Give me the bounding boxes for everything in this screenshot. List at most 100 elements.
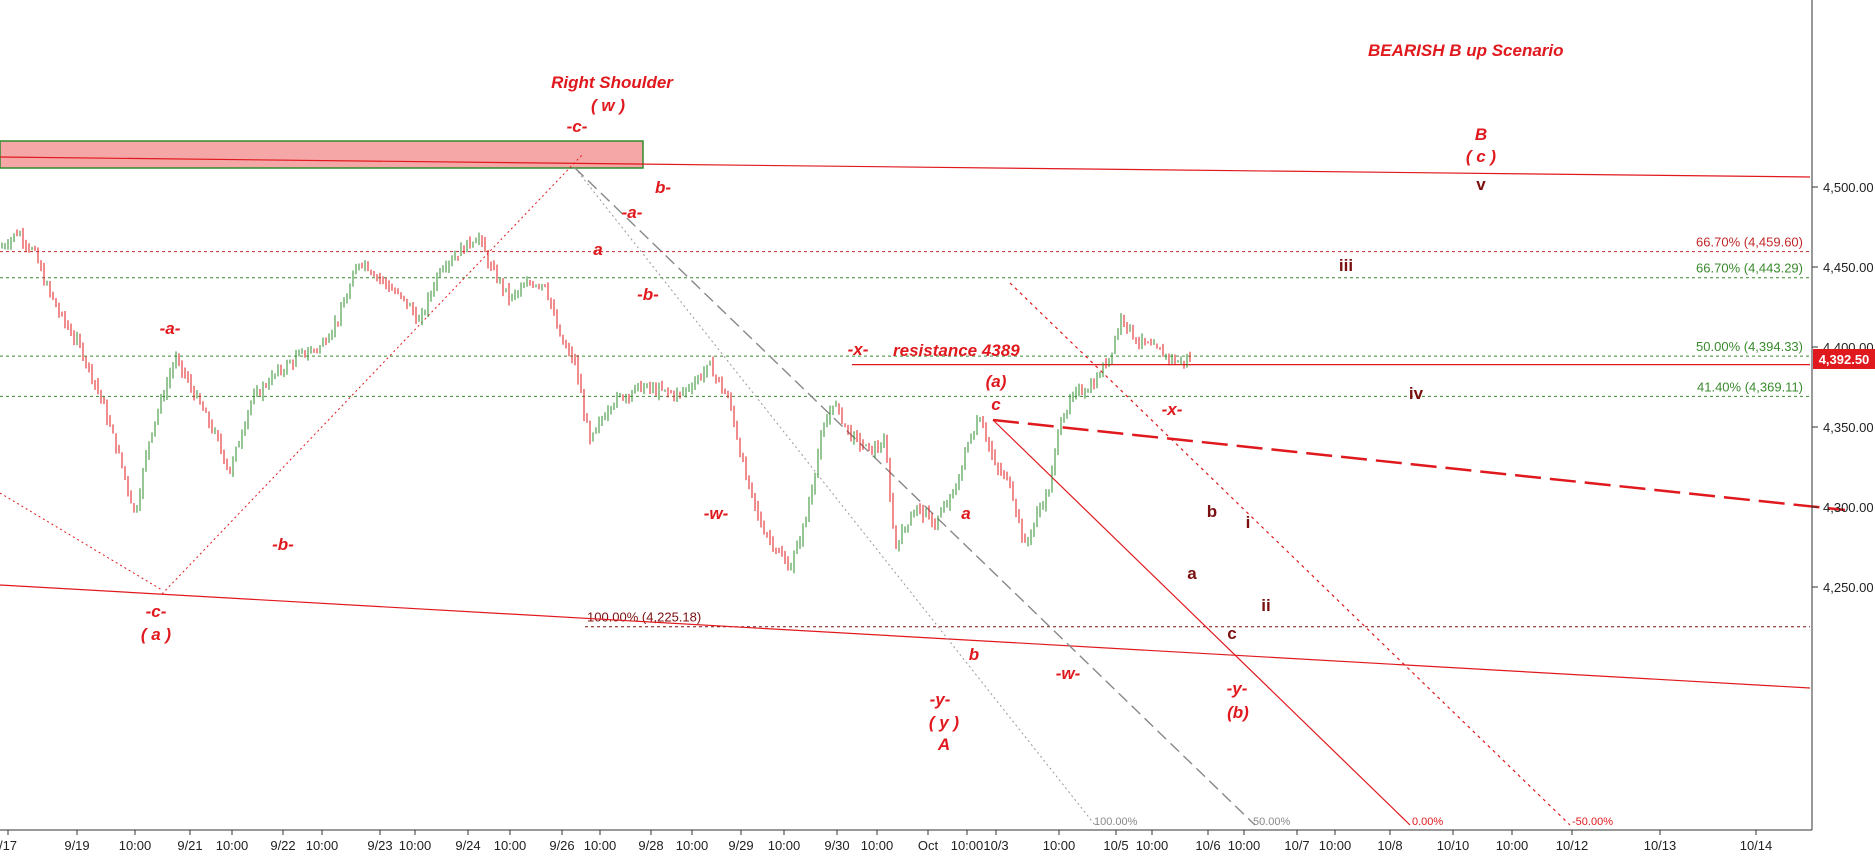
wave-label: ( c ) — [1466, 147, 1497, 166]
wave-label: -b- — [637, 285, 659, 304]
wave-label: iv — [1409, 384, 1424, 403]
wave-annotations: Right Shoulder( w )-c-b--a-a-b--a--b--c-… — [141, 73, 1497, 754]
x-tick-label: 10:00 — [399, 838, 432, 853]
wave-label: i — [1246, 513, 1251, 532]
y-tick-label: 4,500.00 — [1823, 180, 1874, 195]
x-tick-label: 9/30 — [824, 838, 849, 853]
wave-label: -y- — [1227, 679, 1248, 698]
wave-label: a — [1187, 564, 1197, 583]
x-tick-label: 10/12 — [1556, 838, 1589, 853]
x-tick-label: 10:00 — [768, 838, 801, 853]
x-tick-label: 9/22 — [270, 838, 295, 853]
x-tick-label: 10:00 — [1319, 838, 1352, 853]
wave-label: iii — [1339, 256, 1353, 275]
dashed-trendline — [992, 418, 1846, 512]
channel-pct-label: -50.00% — [1572, 816, 1613, 828]
x-tick-label: 10:00 — [951, 838, 984, 853]
x-tick-label: 10:00 — [1043, 838, 1076, 853]
x-tick-label: 10:00 — [119, 838, 152, 853]
wave-label: -x- — [848, 340, 869, 359]
x-tick-label: 9/26 — [549, 838, 574, 853]
channel-50 — [574, 167, 1256, 826]
x-tick-label: 10:00 — [1228, 838, 1261, 853]
x-tick-label: Oct — [918, 838, 939, 853]
wave-label: c — [991, 395, 1001, 414]
fib-level-label: 100.00% (4,225.18) — [587, 610, 701, 625]
x-tick-label: 10/10 — [1437, 838, 1470, 853]
wave-label: -a- — [622, 203, 643, 222]
x-tick-label: 10:00 — [216, 838, 249, 853]
fib-level-label: 66.70% (4,443.29) — [1696, 261, 1803, 276]
wave-label: -w- — [1056, 664, 1081, 683]
fib-levels: 66.70% (4,459.60) 66.70% (4,443.29) 50.00%… — [0, 235, 1810, 628]
wave-label: b — [1207, 502, 1217, 521]
x-tick-label: 10/5 — [1103, 838, 1128, 853]
last-price-label: 4,392.50 — [1819, 352, 1870, 367]
fib-level-label: 50.00% (4,394.33) — [1696, 339, 1803, 354]
wave-label: c — [1227, 624, 1236, 643]
wave-label: a — [961, 504, 970, 523]
x-tick-label: 10/6 — [1195, 838, 1220, 853]
x-tick-label: 10/8 — [1377, 838, 1402, 853]
wave-label: B — [1475, 125, 1487, 144]
y-tick-label: 4,300.00 — [1823, 500, 1874, 515]
wave-label: ii — [1261, 596, 1270, 615]
upper-trendline — [0, 156, 1811, 178]
x-tick-label: 10/13 — [1644, 838, 1677, 853]
channel-0 — [992, 419, 1411, 826]
y-tick-label: 4,350.00 — [1823, 420, 1874, 435]
last-price-marker: 4,392.50 — [1813, 349, 1875, 369]
x-tick-label: 9/29 — [728, 838, 753, 853]
x-tick-label: 10/7 — [1284, 838, 1309, 853]
x-tick-label: 10:00 — [1136, 838, 1169, 853]
x-tick-label: 10:00 — [584, 838, 617, 853]
resistance-label: resistance 4389 — [893, 341, 1020, 360]
wave-label: (a) — [986, 372, 1007, 391]
wave-label: A — [937, 735, 950, 754]
x-tick-label: 9/19 — [64, 838, 89, 853]
wave-label: -c- — [146, 602, 167, 621]
y-tick-label: 4,250.00 — [1823, 580, 1874, 595]
wave-label: (b) — [1227, 703, 1249, 722]
dotted-trend-a — [0, 492, 163, 591]
x-tick-label: /17 — [0, 838, 17, 853]
wave-label: -y- — [930, 690, 951, 709]
wave-label: ( y ) — [929, 713, 960, 732]
lower-trendline — [0, 584, 1811, 689]
last-price-box — [1813, 349, 1875, 369]
x-tick-label: 10/14 — [1740, 838, 1773, 853]
wave-label: Right Shoulder — [551, 73, 674, 92]
wave-label: -b- — [272, 535, 294, 554]
channel-pct-label: 0.00% — [1412, 816, 1443, 828]
x-tick-label: 9/24 — [455, 838, 480, 853]
channel-labels: 100.00% 50.00% 0.00% -50.00% — [1094, 816, 1613, 828]
channel-pct-label: 50.00% — [1253, 816, 1291, 828]
wave-label: ( a ) — [141, 625, 172, 644]
wave-label: -x- — [1162, 400, 1183, 419]
wave-label: -c- — [567, 117, 588, 136]
x-tick-label: 9/21 — [177, 838, 202, 853]
wave-label: a — [593, 240, 602, 259]
dotted-trend-b — [161, 154, 583, 595]
x-tick-label: 9/23 — [367, 838, 392, 853]
wave-label: b — [969, 645, 979, 664]
resistance-zone — [0, 140, 644, 169]
wave-label: -a- — [160, 319, 181, 338]
x-tick-label: 10/3 — [983, 838, 1008, 853]
x-tick-label: 10:00 — [306, 838, 339, 853]
x-tick-label: 10:00 — [494, 838, 527, 853]
x-tick-label: 10:00 — [676, 838, 709, 853]
chart-title: BEARISH B up Scenario — [1368, 41, 1564, 60]
wave-label: ( w ) — [591, 96, 625, 115]
wave-label: -w- — [704, 504, 729, 523]
y-tick-label: 4,450.00 — [1823, 260, 1874, 275]
channel-pct-label: 100.00% — [1094, 816, 1138, 828]
fib-level-label: 66.70% (4,459.60) — [1696, 235, 1803, 250]
wave-label: v — [1476, 175, 1486, 194]
candles — [1, 227, 1191, 574]
wave-label: b- — [655, 178, 671, 197]
x-tick-label: 10:00 — [861, 838, 894, 853]
trend-lines — [0, 154, 1846, 826]
fib-level-label: 41.40% (4,369.11) — [1697, 379, 1803, 394]
